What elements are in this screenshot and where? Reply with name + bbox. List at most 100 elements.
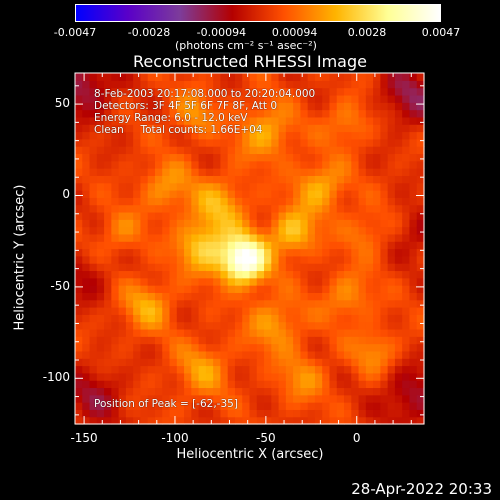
heatmap-cell bbox=[249, 387, 258, 396]
heatmap-cell bbox=[387, 380, 396, 389]
heatmap-cell bbox=[293, 255, 301, 264]
heatmap-cell bbox=[380, 380, 389, 389]
heatmap-cell bbox=[373, 277, 381, 286]
heatmap-cell bbox=[176, 219, 185, 228]
heatmap-cell bbox=[205, 138, 214, 147]
heatmap-cell bbox=[213, 248, 222, 257]
heatmap-cell bbox=[220, 285, 229, 293]
heatmap-cell bbox=[147, 248, 156, 257]
heatmap-cell bbox=[125, 80, 134, 89]
heatmap-cell bbox=[205, 190, 214, 198]
heatmap-cell bbox=[198, 299, 207, 308]
heatmap-cell bbox=[118, 146, 127, 155]
heatmap-cell bbox=[147, 387, 156, 396]
heatmap-cell bbox=[402, 358, 411, 367]
heatmap-cell bbox=[271, 292, 280, 301]
heatmap-cell bbox=[154, 394, 163, 403]
heatmap-cell bbox=[213, 197, 222, 206]
heatmap-cell bbox=[111, 372, 120, 381]
heatmap-cell bbox=[82, 138, 91, 147]
heatmap-cell bbox=[75, 255, 83, 264]
heatmap-cell bbox=[387, 314, 396, 323]
heatmap-cell bbox=[300, 80, 309, 89]
heatmap-cell bbox=[358, 328, 367, 337]
heatmap-cell bbox=[409, 321, 418, 330]
heatmap-cell bbox=[140, 146, 149, 155]
heatmap-cell bbox=[205, 182, 214, 191]
heatmap-cell bbox=[416, 336, 425, 345]
heatmap-cell bbox=[344, 299, 352, 308]
heatmap-cell bbox=[213, 204, 222, 213]
heatmap-cell bbox=[256, 197, 265, 206]
heatmap-cell bbox=[249, 372, 258, 381]
heatmap-cell bbox=[314, 94, 323, 103]
heatmap-cell bbox=[314, 211, 323, 220]
heatmap-cell bbox=[358, 263, 367, 272]
heatmap-cell bbox=[329, 124, 338, 133]
heatmap-cell bbox=[293, 138, 301, 147]
heatmap-cell bbox=[256, 372, 265, 381]
heatmap-cell bbox=[358, 153, 367, 162]
heatmap-cell bbox=[227, 211, 236, 220]
heatmap-cell bbox=[336, 168, 345, 176]
heatmap-cell bbox=[184, 204, 192, 213]
heatmap-cell bbox=[416, 226, 425, 235]
heatmap-cell bbox=[147, 292, 156, 301]
heatmap-cell bbox=[278, 233, 287, 242]
heatmap-cell bbox=[271, 124, 280, 133]
heatmap-cell bbox=[293, 182, 301, 191]
heatmap-cell bbox=[322, 292, 331, 301]
heatmap-cell bbox=[140, 409, 149, 418]
heatmap-cell bbox=[307, 350, 316, 359]
heatmap-cell bbox=[89, 168, 98, 176]
heatmap-cell bbox=[380, 416, 389, 425]
heatmap-cell bbox=[140, 263, 149, 272]
heatmap-cell bbox=[416, 211, 425, 220]
heatmap-cell bbox=[133, 409, 142, 418]
heatmap-cell bbox=[373, 94, 381, 103]
heatmap-cell bbox=[256, 153, 265, 162]
heatmap-cell bbox=[169, 248, 178, 257]
heatmap-cell bbox=[133, 226, 142, 235]
heatmap-cell bbox=[373, 233, 381, 242]
heatmap-cell bbox=[140, 204, 149, 213]
heatmap-cell bbox=[154, 226, 163, 235]
heatmap-cell bbox=[344, 204, 352, 213]
heatmap-cell bbox=[394, 197, 403, 206]
heatmap-cell bbox=[111, 241, 120, 250]
heatmap-cell bbox=[176, 394, 185, 403]
heatmap-cell bbox=[351, 182, 360, 191]
heatmap-cell bbox=[133, 299, 142, 308]
heatmap-cell bbox=[147, 138, 156, 147]
heatmap-cell bbox=[256, 328, 265, 337]
heatmap-cell bbox=[307, 321, 316, 330]
heatmap-cell bbox=[300, 270, 309, 279]
heatmap-cell bbox=[314, 146, 323, 155]
heatmap-cell bbox=[169, 241, 178, 250]
heatmap-cell bbox=[249, 175, 258, 184]
heatmap-cell bbox=[394, 292, 403, 301]
heatmap-cell bbox=[380, 328, 389, 337]
heatmap-cell bbox=[271, 204, 280, 213]
heatmap-cell bbox=[373, 343, 381, 352]
heatmap-cell bbox=[147, 211, 156, 220]
heatmap-cell bbox=[220, 226, 229, 235]
heatmap-cell bbox=[162, 211, 171, 220]
heatmap-cell bbox=[336, 175, 345, 184]
heatmap-cell bbox=[104, 116, 112, 125]
heatmap-cell bbox=[387, 387, 396, 396]
heatmap-cell bbox=[125, 402, 134, 410]
heatmap-cell bbox=[329, 219, 338, 228]
heatmap-cell bbox=[249, 116, 258, 125]
heatmap-cell bbox=[176, 321, 185, 330]
heatmap-cell bbox=[380, 402, 389, 410]
heatmap-cell bbox=[125, 94, 134, 103]
heatmap-cell bbox=[256, 409, 265, 418]
heatmap-cell bbox=[402, 153, 411, 162]
heatmap-cell bbox=[314, 109, 323, 118]
heatmap-cell bbox=[285, 416, 294, 425]
heatmap-cell bbox=[154, 168, 163, 176]
heatmap-cell bbox=[213, 365, 222, 374]
heatmap-cell bbox=[242, 153, 251, 162]
heatmap-cell bbox=[242, 182, 251, 191]
